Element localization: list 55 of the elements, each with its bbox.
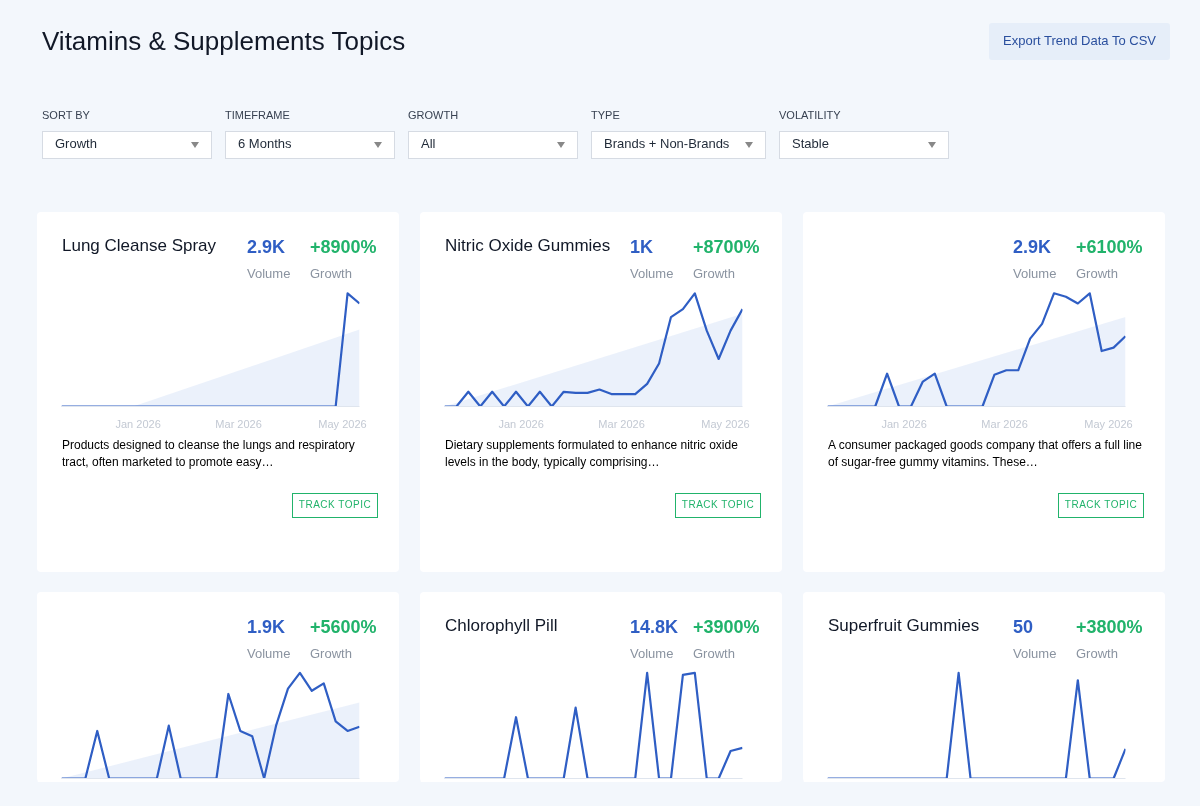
text: Growth [693,644,736,663]
text: Growth [55,135,97,154]
x-tick-label: May 2026 [1084,417,1133,430]
text: Growth [1076,264,1119,283]
x-tick-label: May 2026 [318,417,367,430]
text: TRACK TOPIC [675,493,761,518]
x-tick-label: Jan 2026 [115,417,161,430]
text: +8900% [310,236,377,259]
x-tick-label: Mar 2026 [598,417,645,430]
text: 2.9K [247,236,287,259]
text: TRACK TOPIC [292,493,378,518]
text: +3900% [693,616,760,639]
x-tick-label: May 2026 [701,417,750,430]
text: Growth [693,264,736,283]
text: 2.9K [1013,236,1053,259]
text: VOLATILITY [779,108,842,123]
text: Volume [630,644,675,663]
x-tick-label: Jan 2026 [881,417,927,430]
text: Vitamins & Supplements Topics [42,25,406,58]
text: Volume [1013,644,1058,663]
text: 1K [630,236,654,259]
text: 6 Months [238,135,292,154]
text: Volume [1013,264,1058,283]
text: Volume [247,264,292,283]
text: +5600% [310,616,377,639]
text: +8700% [693,236,760,259]
text: TIMEFRAME [225,108,291,123]
x-tick-label: Mar 2026 [215,417,262,430]
text: TYPE [591,108,621,123]
text: Growth [310,264,353,283]
text: 14.8K [630,616,680,639]
text: Export Trend Data To CSV [989,23,1170,60]
chart-title: Nitric Oxide Gummies [445,235,612,257]
chart-title: Lung Cleanse Spray [62,235,218,257]
x-tick-label: Mar 2026 [981,417,1028,430]
chart-title: Superfruit Gummies [828,615,981,637]
text: Growth [1076,644,1119,663]
text: 50 [1013,616,1035,639]
text: TRACK TOPIC [1058,493,1144,518]
text: All [421,135,436,154]
text: 1.9K [247,616,287,639]
chart-title: Chlorophyll Pill [445,615,559,637]
text: Products designed to cleanse the lungs and respiratory tract, often marketed to promote easy… [62,437,356,472]
text: Stable [792,135,829,154]
text: Volume [630,264,675,283]
text: +6100% [1076,236,1143,259]
text: +3800% [1076,616,1143,639]
x-tick-label: Jan 2026 [498,417,544,430]
text: Dietary supplements formulated to enhance nitric oxide levels in the body, typically comprising… [445,437,739,472]
text: SORT BY [42,108,91,123]
text: A consumer packaged goods company that offers a full line of sugar-free gummy vitamins. These… [828,437,1143,472]
text: Volume [247,644,292,663]
text: GROWTH [408,108,460,123]
text: Brands + Non-Brands [604,135,730,154]
text: Growth [310,644,353,663]
